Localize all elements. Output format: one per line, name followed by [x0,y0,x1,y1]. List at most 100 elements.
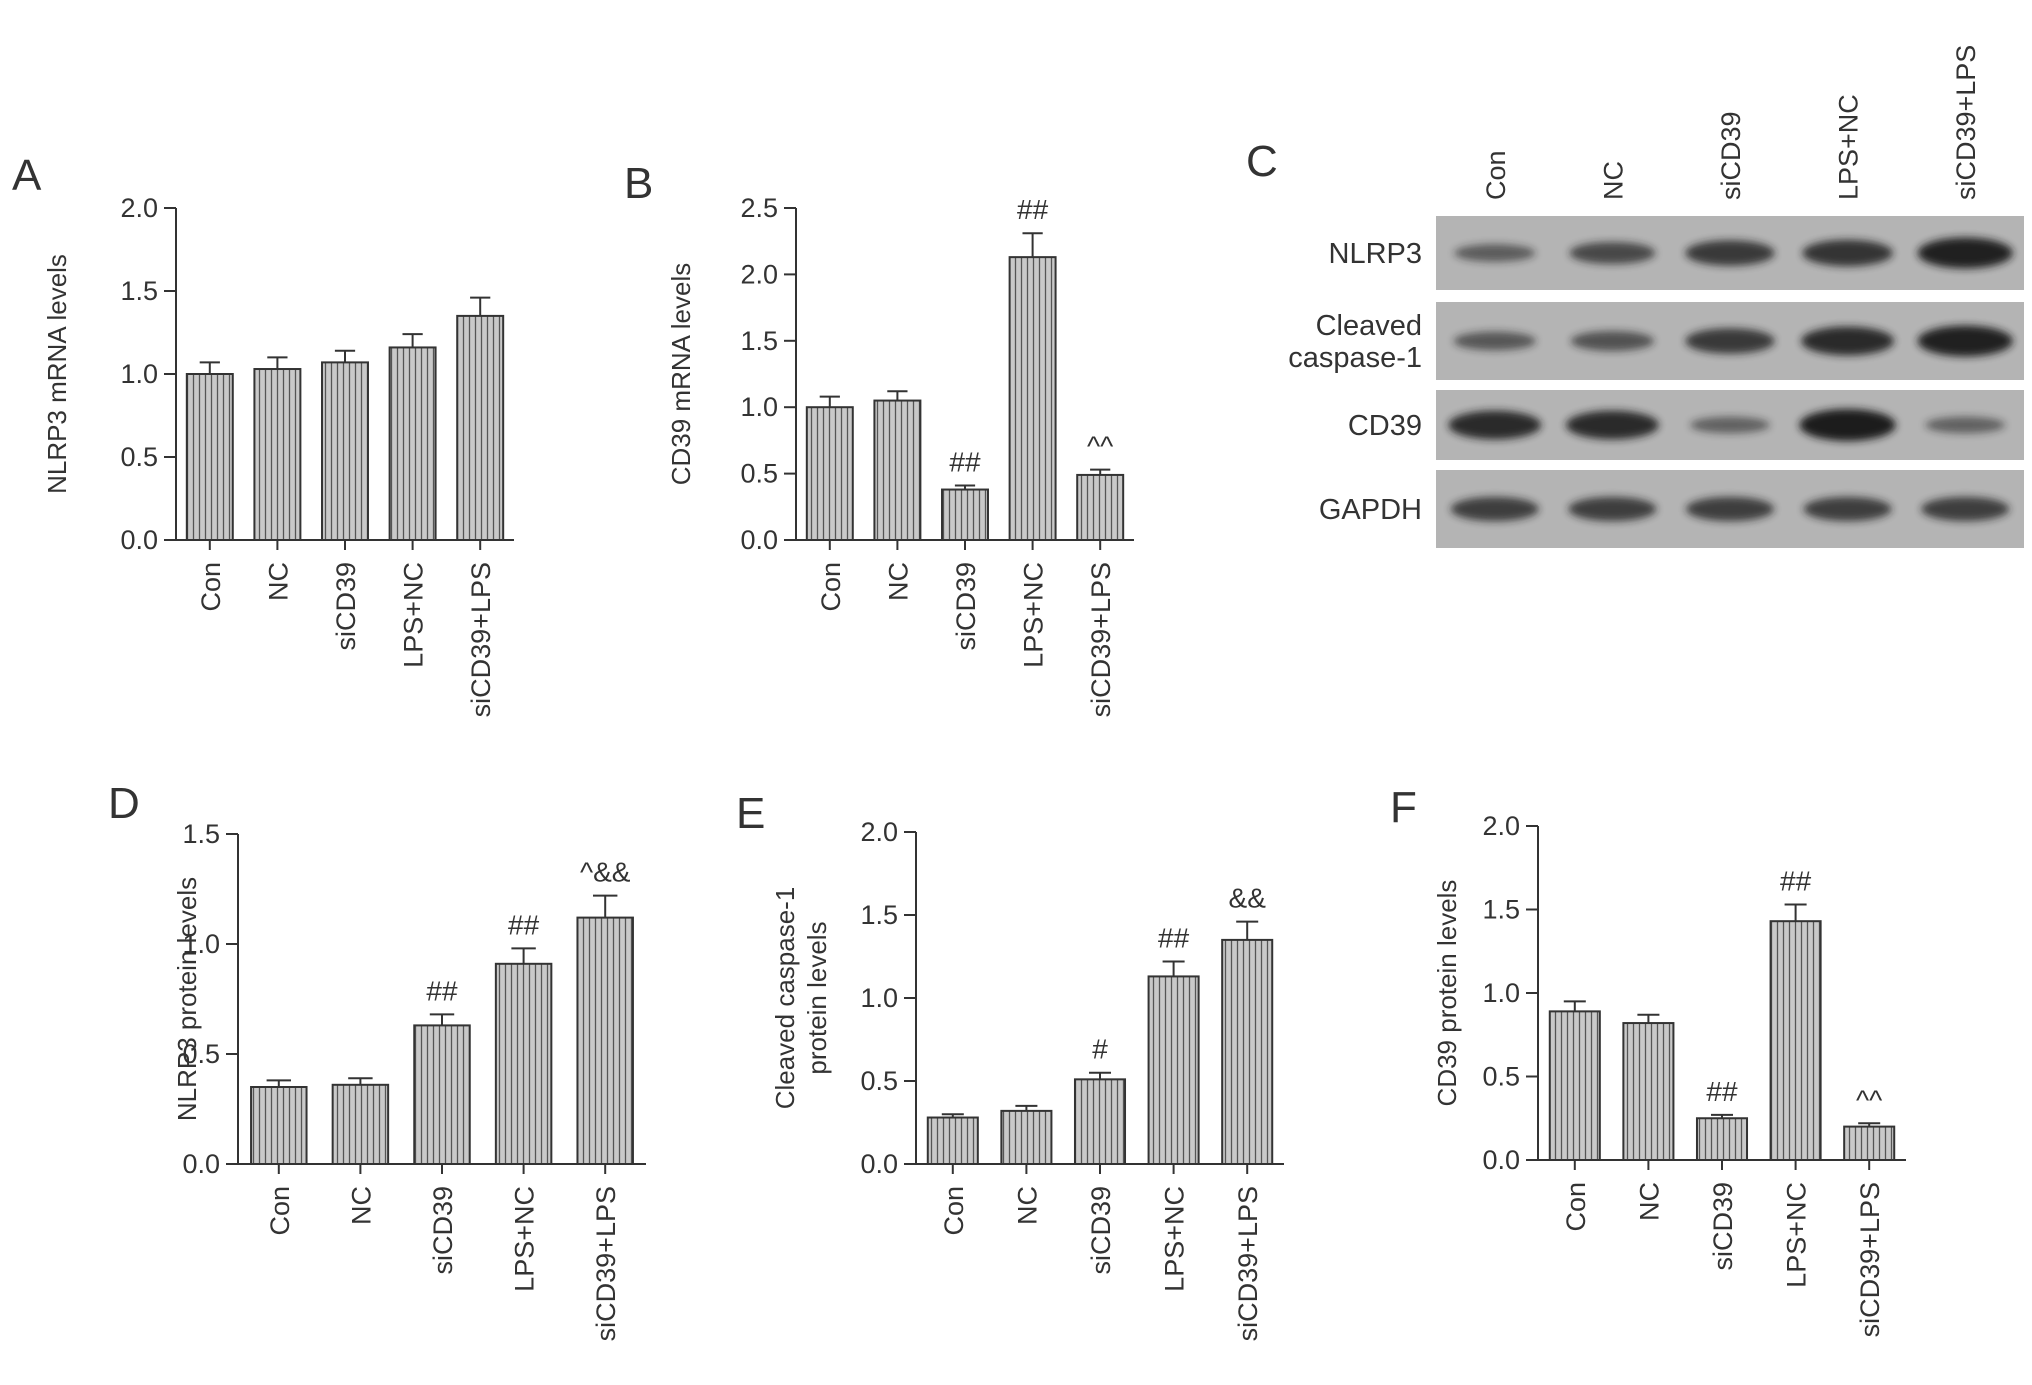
category-label: NC [263,562,293,601]
bar-Con [1548,1010,1601,1161]
panel-letter: C [1246,137,1278,186]
blot-band [1569,241,1656,265]
category-label: siCD39+LPS [1086,562,1116,717]
category-label: siCD39 [1708,1182,1738,1271]
category-label: LPS+NC [1160,1186,1190,1292]
bar-LPS+NC [1008,256,1057,541]
y-tick-label: 0.0 [740,525,778,555]
blot-band [1799,409,1896,441]
significance-mark: ^&& [580,857,631,888]
y-tick-label: 1.5 [120,276,158,306]
panel-b-chart: B 0.0 0.5 1.0 1.5 2.0 2.5 CD39 mRNA levels Con NC… [624,159,1134,717]
bar-Con [250,1086,308,1165]
panel-letter: D [108,779,140,828]
y-axis-label: NLRP3 protein levels [172,877,202,1121]
blot-band [1685,328,1775,354]
y-tick-label: 0.5 [120,442,158,472]
significance-mark: ## [949,447,981,478]
bar-siCD39 [413,1024,471,1166]
blot-band [1570,331,1655,351]
bar-Con [926,1116,979,1166]
y-tick-label: 2.0 [860,817,898,847]
y-tick-label: 1.5 [1482,895,1520,925]
panel-c-western-blot: C Con NC siCD39 LPS+NC siCD39+LPS NLRP3 Cleaved… [1246,45,2024,548]
significance-mark: ## [426,975,458,1006]
bar-siCD39+LPS [1843,1125,1896,1161]
category-label: Con [1561,1182,1591,1232]
panel-d-chart: D 0.0 0.5 1.0 1.5 NLRP3 protein levels Con NC ##… [108,779,646,1341]
significance-mark: ## [1706,1076,1738,1107]
bar-siCD39+LPS [456,314,505,541]
category-label: siCD39+LPS [591,1186,621,1341]
blot-band [1925,416,2006,434]
panel-a-chart: A 0.0 0.5 1.0 1.5 2.0 NLRP3 mRNA levels Con NC si… [12,151,514,717]
blot-band [1921,496,2010,522]
blot-row-label: Cleaved [1316,310,1422,342]
y-tick-label: 0.0 [1482,1145,1520,1175]
y-axis-label: protein levels [802,921,832,1074]
bar-siCD39 [1695,1117,1749,1161]
y-tick-label: 1.5 [860,900,898,930]
bar-Con [805,406,854,542]
y-tick-label: 1.0 [120,359,158,389]
blot-band [1917,325,2013,357]
bar-LPS+NC [1769,920,1822,1161]
y-tick-label: 2.5 [740,193,778,223]
category-label: LPS+NC [1782,1182,1812,1288]
category-label: Con [265,1186,295,1236]
panel-e-chart: E 0.0 0.5 1.0 1.5 2.0 Cleaved caspase-1 protein… [736,789,1284,1341]
blot-band [1803,496,1892,522]
bar-siCD39+LPS [576,916,634,1165]
bar-NC [1000,1109,1053,1166]
category-label: NC [1634,1182,1664,1221]
category-label: siCD39 [331,562,361,651]
blot-band [1685,240,1775,266]
blot-band [1801,326,1895,356]
y-tick-label: 1.0 [1482,978,1520,1008]
blot-band [1565,410,1659,440]
category-label: LPS+NC [1019,562,1049,668]
y-tick-label: 0.0 [860,1149,898,1179]
bar-NC [873,399,922,541]
bar-siCD39 [321,361,369,541]
bar-NC [253,368,302,541]
category-label: NC [346,1186,376,1225]
significance-mark: ## [1780,865,1812,896]
category-label: NC [1012,1186,1042,1225]
y-tick-label: 0.5 [182,1039,220,1069]
y-axis-label: CD39 mRNA levels [666,263,696,486]
y-tick-label: 1.5 [182,819,220,849]
category-label: siCD39+LPS [466,562,496,717]
bar-LPS+NC [388,346,437,541]
y-tick-label: 0.5 [1482,1062,1520,1092]
blot-band [1450,496,1539,522]
blot-band [1685,496,1775,522]
blot-band [1448,410,1542,440]
blot-lane-label: LPS+NC [1834,94,1864,200]
y-tick-label: 0.5 [740,459,778,489]
y-tick-label: 0.0 [120,525,158,555]
panel-letter: E [736,789,765,838]
blot-band [1454,244,1536,262]
blot-band [1453,331,1536,351]
bar-siCD39 [941,488,989,542]
y-axis-label: Cleaved caspase-1 [770,887,800,1110]
y-tick-label: 1.0 [860,983,898,1013]
y-tick-label: 0.0 [182,1149,220,1179]
panel-letter: F [1390,783,1417,832]
significance-mark: ^^ [1856,1084,1882,1115]
blot-band [1802,239,1893,267]
category-label: Con [939,1186,969,1236]
category-label: Con [816,562,846,612]
bar-siCD39+LPS [1076,473,1125,542]
blot-band [1917,237,2013,269]
panel-f-chart: F 0.0 0.5 1.0 1.5 2.0 CD39 protein levels Con NC… [1390,783,1906,1337]
panel-letter: B [624,159,653,208]
category-label: siCD39+LPS [1855,1182,1885,1337]
category-label: Con [196,562,226,612]
blot-lane-label: NC [1598,161,1628,200]
bar-Con [185,373,234,541]
y-tick-label: 0.5 [860,1066,898,1096]
blot-lane-label: siCD39 [1716,111,1746,200]
